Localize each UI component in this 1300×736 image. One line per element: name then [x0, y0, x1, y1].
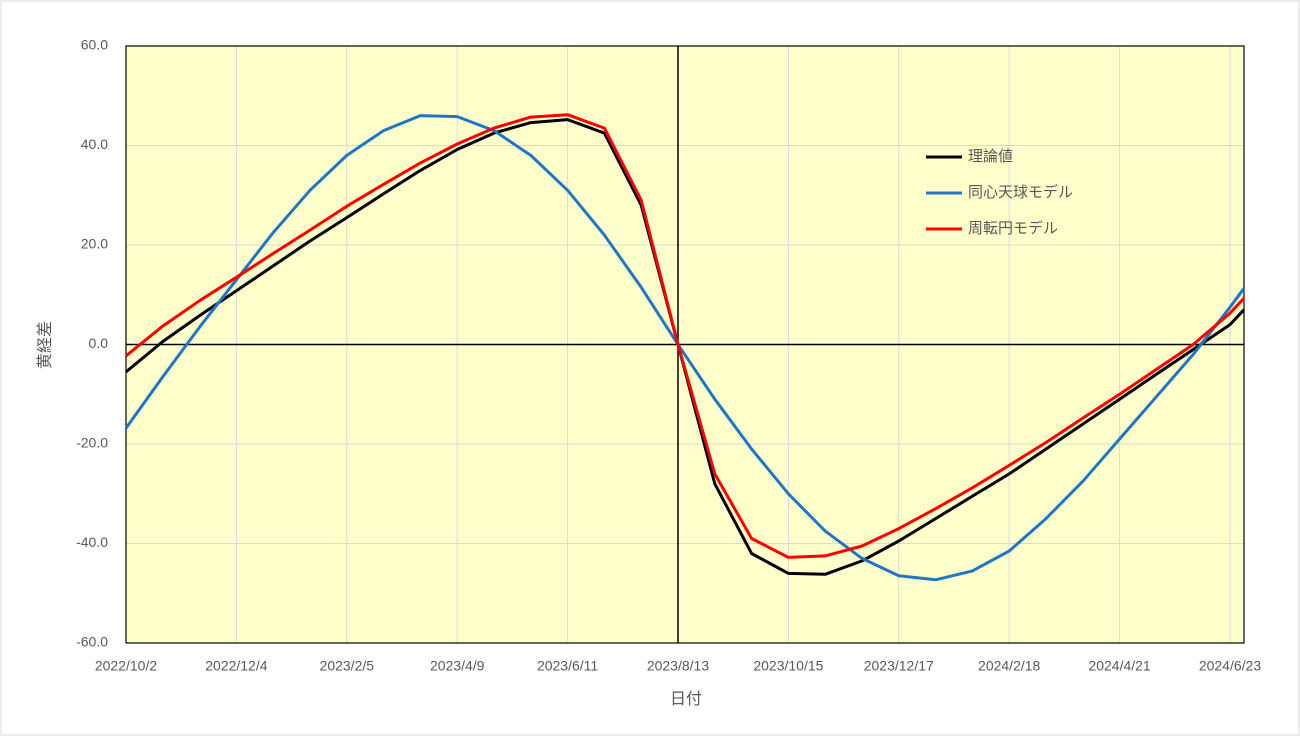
x-axis-title: 日付	[670, 690, 702, 708]
x-tick-label: 2023/4/9	[430, 658, 485, 674]
y-tick-label: 20.0	[81, 236, 108, 252]
x-tick-label: 2024/6/23	[1199, 658, 1261, 674]
x-tick-label: 2023/2/5	[320, 658, 375, 674]
y-tick-label: -40.0	[76, 534, 108, 550]
y-tick-label: -20.0	[76, 435, 108, 451]
series-line	[125, 113, 1246, 559]
x-tick-label: 2023/10/15	[753, 658, 823, 674]
x-tick-label: 2023/6/11	[537, 658, 598, 674]
legend-label: 周転円モデル	[968, 219, 1058, 237]
y-axis-title: 黄経差	[36, 321, 54, 369]
x-tick-label: 2022/12/4	[205, 658, 267, 674]
y-tick-label: -60.0	[76, 634, 108, 650]
y-tick-label: 60.0	[81, 37, 108, 53]
x-tick-label: 2022/10/2	[95, 658, 157, 674]
legend-label: 同心天球モデル	[968, 183, 1073, 201]
y-tick-label: 0.0	[89, 335, 109, 351]
series-line	[124, 114, 1246, 582]
x-tick-label: 2024/2/18	[978, 658, 1040, 674]
legend-label: 理論値	[968, 148, 1013, 165]
x-tick-label: 2023/8/13	[647, 658, 709, 674]
x-tick-label: 2023/12/17	[864, 658, 934, 674]
x-tick-label: 2024/4/21	[1088, 658, 1150, 674]
y-tick-label: 40.0	[81, 136, 108, 152]
